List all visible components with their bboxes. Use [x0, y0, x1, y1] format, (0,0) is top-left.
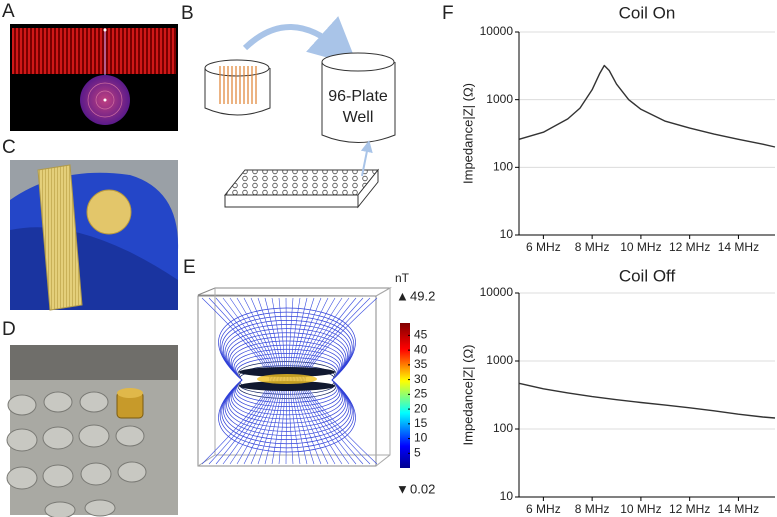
- field-line: [221, 315, 353, 381]
- y-tick-label: 1000: [486, 353, 513, 367]
- colorbar-tick-label: 25: [414, 387, 428, 401]
- colorbar-tick-label: 5: [414, 445, 421, 459]
- field-line: [236, 379, 338, 403]
- x-tick-label: 12 MHz: [669, 240, 710, 254]
- colorbar-max: 49.2: [410, 288, 435, 303]
- colorbar-tick-label: 45: [414, 328, 428, 342]
- field-line: [223, 379, 351, 440]
- field-line: [221, 379, 353, 445]
- well-label: 96-Plate: [328, 88, 388, 105]
- field-line: [226, 379, 348, 432]
- coil-photo: [10, 160, 179, 311]
- coil-disk: [239, 367, 335, 377]
- y-axis-label: Impedance|Z| (Ω): [460, 83, 475, 184]
- x-tick-label: 6 MHz: [526, 240, 561, 254]
- coil-disk: [239, 381, 335, 391]
- colorbar-min: 0.02: [410, 481, 435, 496]
- field-line: [238, 361, 336, 381]
- field-line: [224, 379, 350, 436]
- x-tick-label: 6 MHz: [526, 502, 561, 516]
- field-line: [285, 379, 288, 465]
- field-line: [219, 311, 355, 381]
- colorbar-tick-label: 15: [414, 416, 428, 430]
- impedance-line: [518, 382, 776, 419]
- x-tick-label: 12 MHz: [669, 502, 710, 516]
- y-tick-label: 100: [493, 421, 513, 435]
- x-tick-label: 8 MHz: [575, 240, 610, 254]
- field-line: [227, 379, 347, 428]
- field-line: [236, 357, 338, 381]
- y-tick-label: 10000: [480, 285, 514, 299]
- field-line: [238, 365, 336, 381]
- axis-frame: [518, 32, 775, 236]
- field-line: [235, 379, 339, 407]
- coil-layout-image: [10, 24, 178, 131]
- field-line: [219, 379, 355, 449]
- panel-label: D: [2, 319, 16, 340]
- y-tick-label: 100: [493, 160, 513, 174]
- y-tick-label: 1000: [486, 92, 513, 106]
- colorbar-tick-label: 35: [414, 357, 428, 371]
- x-tick-label: 14 MHz: [718, 240, 759, 254]
- setup-diagram: 96-Plate Well: [204, 16, 396, 209]
- field-line: [238, 379, 336, 399]
- colorbar-min-icon: ▼: [396, 481, 409, 496]
- y-tick-label: 10: [500, 227, 514, 241]
- field-line: [231, 340, 343, 381]
- impedance-line: [518, 64, 776, 148]
- axis-frame: [518, 293, 775, 498]
- field-simulation: [197, 287, 392, 467]
- x-tick-label: 10 MHz: [620, 240, 661, 254]
- y-tick-label: 10: [500, 489, 514, 503]
- colorbar: [400, 323, 410, 468]
- field-line: [226, 328, 348, 381]
- field-line: [218, 379, 356, 453]
- field-line: [278, 379, 286, 465]
- x-tick-label: 10 MHz: [620, 502, 661, 516]
- y-tick-label: 10000: [480, 24, 514, 38]
- panel-label: C: [2, 137, 16, 158]
- well-plate-photo: [6, 345, 178, 517]
- panel-label: E: [183, 257, 196, 278]
- field-line: [218, 307, 356, 381]
- x-tick-label: 8 MHz: [575, 502, 610, 516]
- x-tick-label: 14 MHz: [718, 502, 759, 516]
- colorbar-tick-label: 10: [414, 431, 428, 445]
- colorbar-max-icon: ▲: [396, 288, 409, 303]
- chart-title: Coil Off: [619, 266, 676, 285]
- panel-label: A: [2, 1, 15, 22]
- field-line: [235, 353, 339, 381]
- panel-label: B: [181, 3, 194, 24]
- chart-title: Coil On: [619, 3, 676, 22]
- field-line: [227, 332, 347, 381]
- panel-label: F: [442, 3, 454, 24]
- colorbar-tick-label: 40: [414, 342, 428, 356]
- field-line: [224, 324, 350, 381]
- well-label: Well: [343, 109, 374, 126]
- colorbar-unit: nT: [395, 271, 410, 285]
- colorbar-tick-label: 20: [414, 401, 428, 415]
- colorbar-tick-label: 30: [414, 372, 428, 386]
- field-line: [231, 379, 343, 420]
- field-hotspot: [257, 374, 317, 384]
- y-axis-label: Impedance|Z| (Ω): [460, 344, 475, 445]
- field-line: [223, 320, 351, 381]
